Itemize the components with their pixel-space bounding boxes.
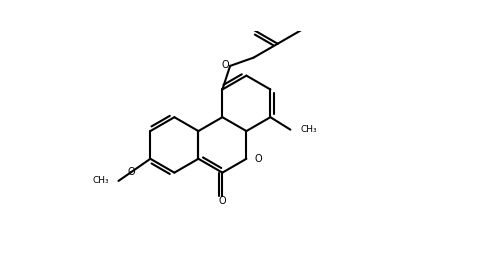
Text: O: O [127,167,135,177]
Text: O: O [254,154,262,164]
Text: O: O [222,60,229,70]
Text: O: O [218,196,226,206]
Text: CH₃: CH₃ [301,125,317,134]
Text: CH₃: CH₃ [92,176,109,186]
